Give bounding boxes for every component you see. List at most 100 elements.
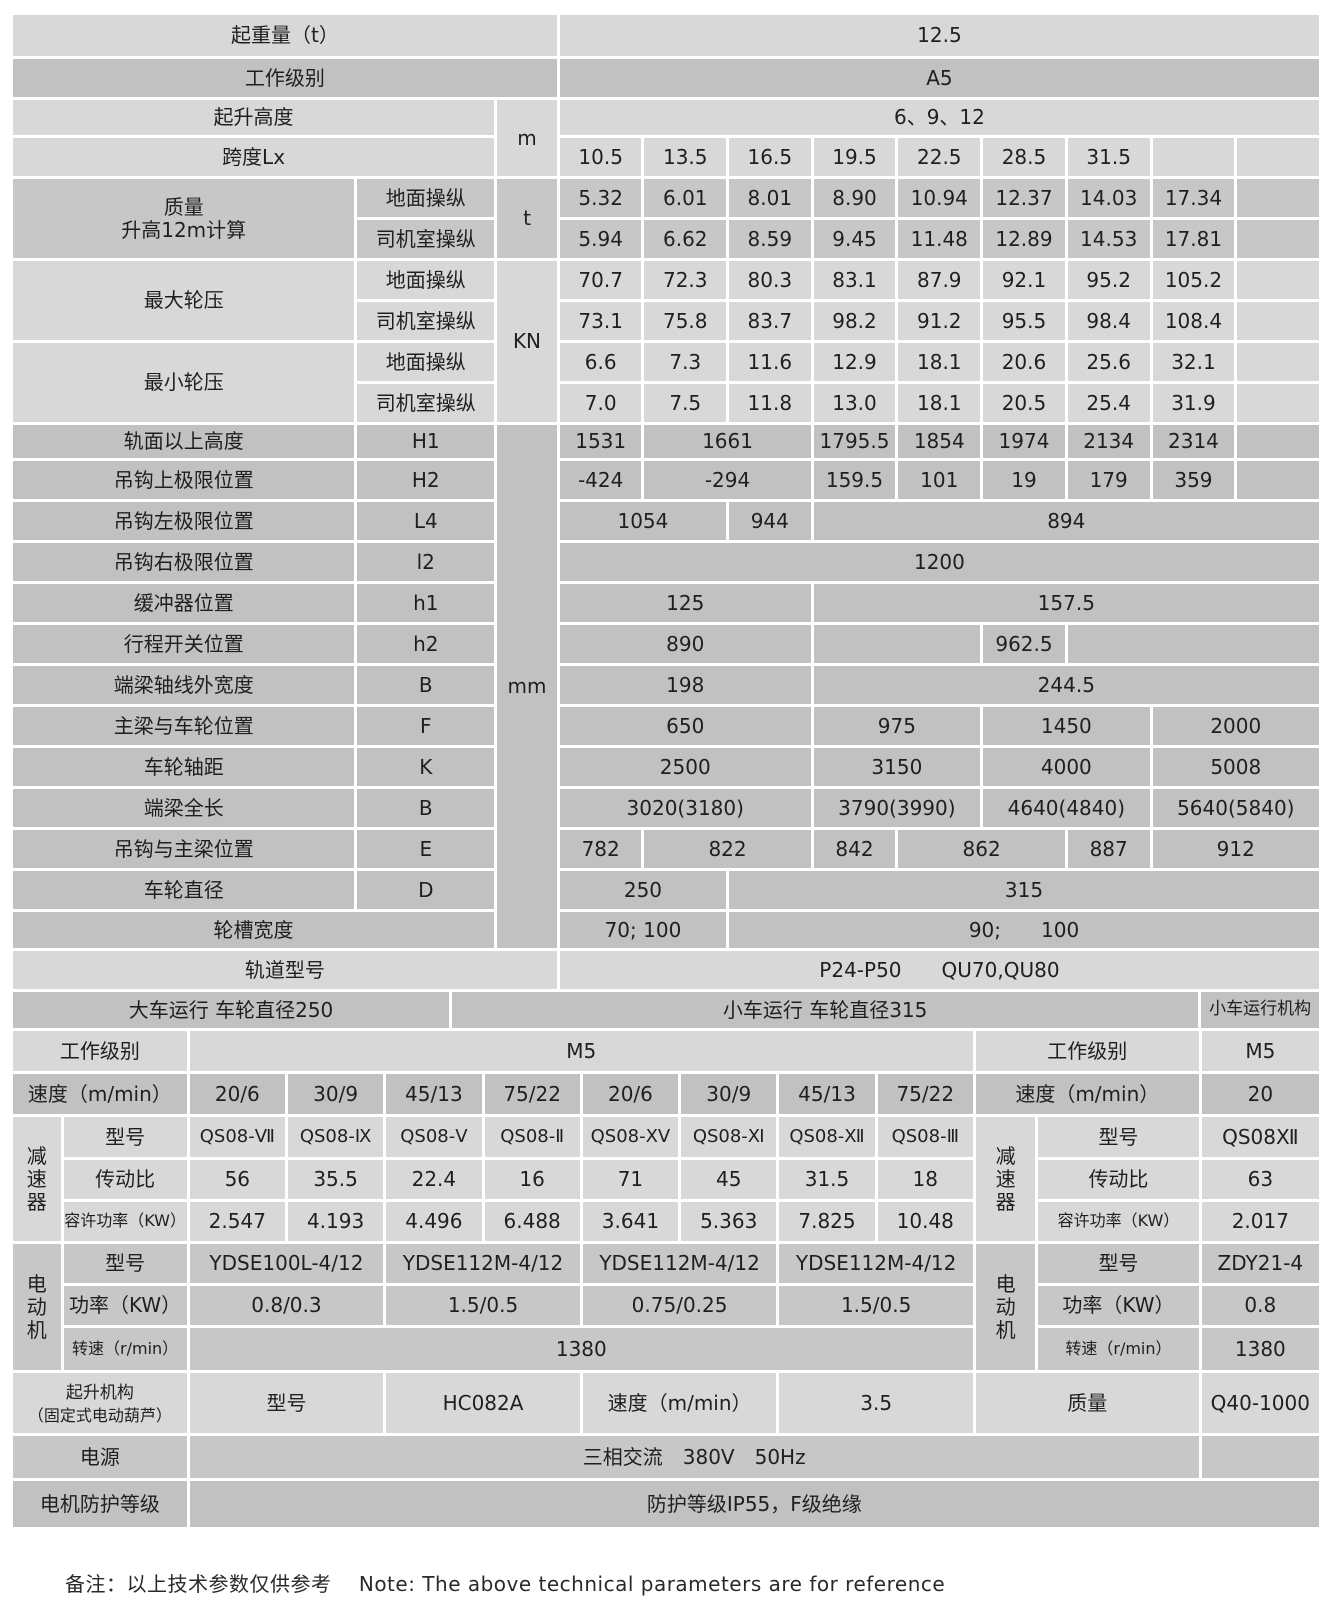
row-label: 起升机构 （固定式电动葫芦） [13,1373,187,1433]
cell: QS08-Ⅴ [386,1117,482,1157]
row-sublabel: 功率（KW） [63,1286,187,1325]
cell: 19 [983,461,1065,499]
cell: 28.5 [983,138,1065,176]
row-sublabel: 转速（r/min） [1038,1328,1199,1370]
cell-empty [1152,138,1235,176]
row-sublabel: 传动比 [63,1160,187,1199]
group-label-motor: 电 动 机 [975,1244,1036,1370]
cell: 13.5 [644,138,727,176]
row-mass-ground: 质量 升高12m计算 地面操纵 t 5.32 6.01 8.01 8.90 10… [13,179,1319,258]
cell: 179 [1067,461,1150,499]
row-dim-wheel-dia: 车轮直径 D 250 315 [13,871,1319,909]
cell: 22.4 [386,1160,482,1199]
cell: 5.363 [681,1202,777,1241]
cell: 91.2 [898,302,981,340]
cell: 0.8 [1201,1286,1319,1325]
row-sublabel: 地面操纵 [357,261,495,299]
unit-cell: t [497,179,557,258]
cell-empty [1237,261,1319,299]
cell: 2000 [1152,707,1319,745]
cell: 17.34 [1152,179,1235,217]
cell: 1380 [189,1328,973,1370]
cell: 83.7 [729,302,811,340]
symbol-cell: F [357,707,495,745]
cell: 4640(4840) [983,789,1150,827]
hoist-label-line1: 起升机构 [65,1382,134,1403]
cell: 6.01 [644,179,727,217]
cell: 5.32 [559,179,642,217]
row-label: 工作级别 [975,1031,1199,1071]
cell: 1200 [559,543,1319,581]
row-minwheel-ground: 最小轮压 地面操纵 6.6 7.3 11.6 12.9 18.1 20.6 25… [13,343,1319,422]
cell: 12.5 [559,15,1319,56]
group-label-reducer: 减 速 器 [975,1117,1036,1241]
row-sublabel: 地面操纵 [357,343,495,381]
cell: 6.62 [644,220,727,258]
cell: 16 [484,1160,580,1199]
cell: 20.5 [983,384,1065,422]
cell: QS08Ⅻ [1201,1117,1319,1157]
row-label: 轨道型号 [13,951,557,989]
cell: 18.1 [898,384,981,422]
cell: 887 [1067,830,1150,868]
cell: QS08-Ⅺ [681,1117,777,1157]
row-sublabel: 司机室操纵 [357,302,495,340]
cell: 25.4 [1067,384,1150,422]
cell: 18 [877,1160,973,1199]
cell: 2.547 [189,1202,285,1241]
cell: 10.5 [559,138,642,176]
cell: 359 [1152,461,1235,499]
cell: 1795.5 [813,425,896,458]
cell: 1854 [898,425,981,458]
cell: 63 [1201,1160,1319,1199]
cell-empty [1067,625,1319,663]
cell: 3150 [813,748,981,786]
cell: 90; 100 [729,912,1319,948]
row-sublabel: 质量 [975,1373,1199,1433]
cell: 25.6 [1067,343,1150,381]
cell: YDSE112M-4/12 [386,1244,580,1283]
cell: 31.9 [1152,384,1235,422]
symbol-cell: E [357,830,495,868]
row-section-header: 大车运行 车轮直径250 小车运行 车轮直径315 小车运行机构 [13,992,1319,1028]
symbol-cell: H2 [357,461,495,499]
row-label: 端梁轴线外宽度 [13,666,355,704]
row-sublabel: 司机室操纵 [357,384,495,422]
row-duty-class: 工作级别 A5 [13,59,1319,97]
section-header-trolley-mech: 小车运行机构 [1201,992,1319,1028]
cell: 250 [559,871,727,909]
row-label: 吊钩与主梁位置 [13,830,355,868]
row-label: 缓冲器位置 [13,584,355,622]
cell: 95.2 [1067,261,1150,299]
row-sublabel: 型号 [189,1373,384,1433]
row-sublabel: 型号 [63,1117,187,1157]
cell-empty [1237,138,1319,176]
hoist-label-line2: （固定式电动葫芦） [27,1406,172,1426]
cell: 75.8 [644,302,727,340]
cell: 1.5/0.5 [386,1286,580,1325]
cell: 782 [559,830,642,868]
cell: 73.1 [559,302,642,340]
cell: 650 [559,707,811,745]
cell: 防护等级IP55，F级绝缘 [189,1481,1319,1527]
cell: 31.5 [779,1160,875,1199]
cell: 2314 [1152,425,1235,458]
cell: 45/13 [386,1074,482,1114]
cell: HC082A [386,1373,580,1433]
cell: -424 [559,461,642,499]
row-sublabel: 型号 [1038,1117,1199,1157]
cell: 71 [582,1160,679,1199]
cell: 101 [898,461,981,499]
cell: 32.1 [1152,343,1235,381]
row-duty-class-mech: 工作级别 M5 工作级别 M5 [13,1031,1319,1071]
cell: 1380 [1201,1328,1319,1370]
cell: QS08-Ⅻ [779,1117,875,1157]
row-label: 工作级别 [13,1031,187,1071]
row-reducer-power: 容许功率（KW） 2.547 4.193 4.496 6.488 3.641 5… [13,1202,1319,1241]
symbol-cell: l2 [357,543,495,581]
symbol-cell: H1 [357,425,495,458]
row-sublabel: 传动比 [1038,1160,1199,1199]
group-label-reducer: 减 速 器 [13,1117,61,1241]
cell: P24-P50 QU70,QU80 [559,951,1319,989]
row-label: 起重量（t） [13,15,557,56]
